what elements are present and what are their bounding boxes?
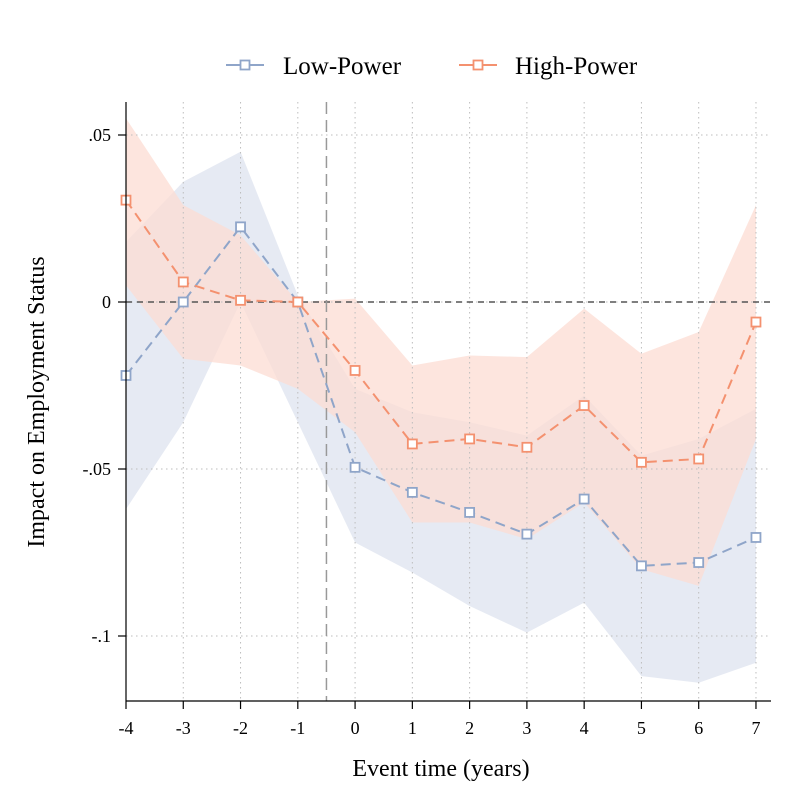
- data-point-low-power: [464, 507, 476, 518]
- x-axis-title: Event time (years): [352, 756, 529, 782]
- data-point-high-power: [292, 296, 304, 308]
- y-axis-ticks: .05 0 -.05 -.1: [83, 125, 126, 646]
- legend-label-high-power: High-Power: [515, 53, 638, 80]
- data-point-high-power: [521, 441, 533, 453]
- series-lines: [125, 199, 757, 567]
- data-point-high-power: [349, 365, 361, 376]
- data-point-high-power: [693, 453, 705, 465]
- legend-entry-high-power: High-Power: [459, 53, 638, 80]
- data-point-high-power: [406, 438, 418, 450]
- data-point-high-power: [177, 276, 189, 288]
- y-tick-label: .05: [89, 125, 112, 145]
- x-tick-label: 5: [637, 718, 646, 738]
- x-tick-label: 6: [694, 718, 703, 738]
- data-point-low-power: [578, 493, 590, 505]
- data-point-high-power: [636, 456, 647, 468]
- x-tick-label: -1: [290, 718, 305, 738]
- x-tick-label: 3: [522, 718, 531, 738]
- legend-marker-high-power: [472, 59, 484, 71]
- data-point-low-power: [693, 557, 705, 568]
- axes: [125, 102, 771, 702]
- legend-marker-low-power: [239, 59, 251, 71]
- data-point-low-power: [636, 560, 647, 572]
- data-point-high-power: [464, 433, 476, 445]
- data-point-low-power: [521, 528, 533, 540]
- series-line-high-power: [125, 199, 757, 464]
- data-point-low-power: [750, 532, 762, 543]
- x-tick-label: 0: [351, 718, 360, 738]
- x-tick-label: -3: [176, 718, 191, 738]
- data-point-low-power: [349, 461, 361, 473]
- data-point-high-power: [235, 294, 246, 306]
- series-line-low-power: [125, 225, 757, 567]
- x-tick-label: -4: [119, 718, 134, 738]
- y-tick-label: 0: [102, 292, 111, 312]
- x-tick-label: 2: [465, 718, 474, 738]
- x-tick-label: 1: [408, 718, 417, 738]
- y-axis-title: Impact on Employment Status: [24, 256, 50, 547]
- data-point-low-power: [406, 486, 418, 498]
- ci-band-high-power: [126, 118, 756, 586]
- legend-entry-low-power: Low-Power: [226, 53, 402, 80]
- x-tick-label: -2: [233, 718, 248, 738]
- data-point-low-power: [235, 221, 246, 233]
- x-axis-ticks: -4 -3 -2 -1 0 1 2 3 4 5 6 7: [119, 701, 760, 738]
- data-point-high-power: [750, 316, 762, 328]
- y-tick-label: -.05: [83, 459, 112, 479]
- y-tick-label: -.1: [92, 626, 112, 646]
- reference-lines: [126, 102, 771, 701]
- legend-label-low-power: Low-Power: [283, 53, 402, 80]
- confidence-bands: [126, 118, 756, 683]
- legend: Low-Power High-Power: [226, 53, 638, 80]
- x-tick-label: 4: [580, 718, 589, 738]
- x-tick-label: 7: [751, 718, 760, 738]
- data-point-high-power: [578, 400, 590, 411]
- data-point-low-power: [177, 296, 189, 308]
